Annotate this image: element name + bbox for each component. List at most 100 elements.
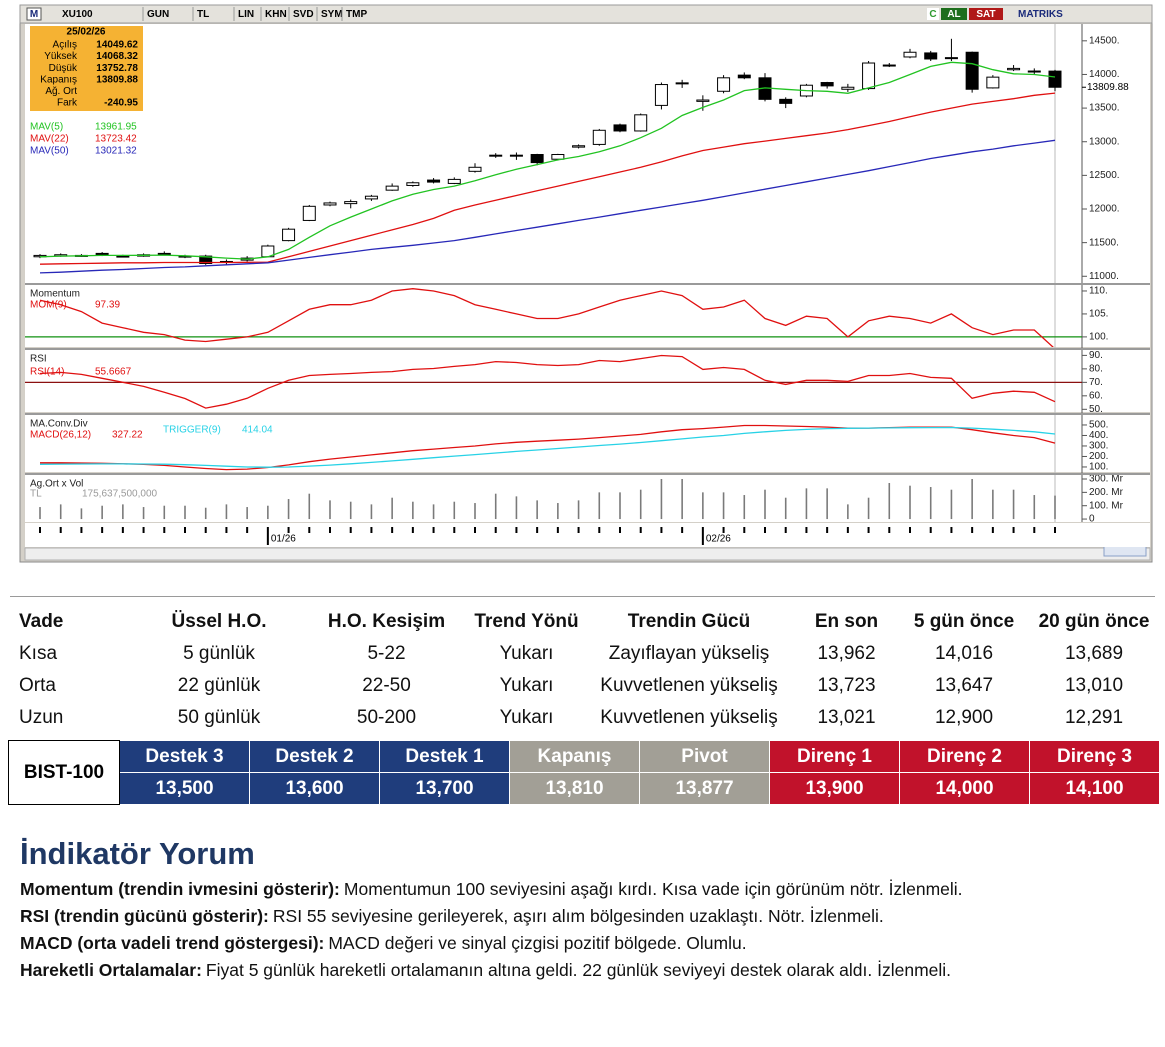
table-row: Uzun 50 günlük 50-200 Yukarı Kuvvetlenen yük…	[15, 702, 1159, 734]
toolbar-button[interactable]: TMP	[346, 9, 367, 20]
y-tick-label: 200. Mr	[1089, 487, 1124, 498]
candle-body	[613, 124, 627, 132]
y-tick-label: 11000.	[1089, 271, 1119, 282]
y-tick-label: 60.	[1089, 390, 1103, 401]
toolbar-button[interactable]: KHN	[265, 9, 287, 20]
candle-body	[717, 77, 731, 92]
panel	[25, 285, 1150, 347]
commentary-title: İndikatör Yorum	[20, 836, 255, 871]
comment-label: MACD (orta vadeli trend göstergesi):	[20, 933, 325, 953]
panel-title: Ag.Ort x Vol	[30, 479, 83, 490]
table-cell: 13,689	[1064, 643, 1124, 664]
comment-text: RSI 55 seviyesine gerileyerek, aşırı alı…	[272, 906, 884, 926]
legend-name: TRIGGER(9)	[163, 425, 221, 436]
legend-name: RSI(14)	[30, 367, 64, 378]
toolbar-button[interactable]: TL	[197, 9, 209, 20]
candle-body	[592, 129, 606, 145]
logo-box	[26, 7, 42, 21]
toolbar-button[interactable]: C	[929, 9, 936, 20]
series-line	[39, 92, 1056, 265]
panel-title: MA.Conv.Div	[30, 419, 88, 430]
table-cell: 13,962	[817, 643, 876, 664]
candle-body	[447, 178, 461, 184]
toolbar-button[interactable]: LIN	[238, 9, 254, 20]
panel	[25, 350, 1150, 412]
toolbar-button-bg	[927, 8, 939, 20]
header-cell: Vade	[19, 611, 64, 632]
table-cell: 14,016	[934, 643, 994, 664]
legend-value: 327.22	[112, 430, 143, 441]
info-value: 14068.32	[96, 51, 138, 62]
pivot-value: 13,500	[119, 772, 250, 805]
header-cell: 5 gün önce	[913, 611, 1015, 632]
table-cell: 12,291	[1064, 707, 1124, 728]
table-cell: 22 günlük	[177, 675, 261, 696]
candle-body	[862, 62, 876, 90]
y-tick-label: 100.	[1089, 462, 1108, 473]
series-line	[39, 61, 1056, 260]
legend-value: 13961.95	[95, 122, 137, 133]
y-tick-label: 13000.	[1089, 136, 1120, 147]
candle-body	[737, 74, 751, 79]
candle-body	[282, 228, 296, 242]
scrollbar[interactable]	[24, 547, 1151, 561]
comment: MACD (orta vadeli trend göstergesi): MACD…	[20, 930, 1118, 957]
y-tick-label: 13500.	[1089, 103, 1120, 114]
y-tick-label: 11500.	[1089, 237, 1119, 248]
candle-body	[924, 52, 938, 60]
header-cell: H.O. Kesişim	[327, 611, 446, 632]
pivot-header: Direnç 2	[899, 740, 1030, 773]
toolbar-button[interactable]: SYM	[321, 9, 343, 20]
comment-text: Momentumun 100 seviyesini aşağı kırdı. K…	[343, 879, 963, 899]
candle-body	[1007, 67, 1021, 71]
candle-body	[323, 202, 337, 206]
y-tick-label: 14500.	[1089, 35, 1120, 46]
pivot-value: 13,810	[509, 772, 640, 805]
panel-title: Momentum	[30, 289, 80, 300]
toolbar-button-bg	[941, 8, 967, 20]
toolbar-button[interactable]: GUN	[147, 9, 169, 20]
pivot-table: BIST-100 Destek 3 Destek 2 Destek 1 Kapanış P…	[8, 740, 1160, 805]
table-row: Kısa 5 günlük 5-22 Yukarı Zayıflayan yükseli…	[15, 638, 1159, 670]
y-tick-label: 105.	[1089, 309, 1108, 320]
y-tick-label: 0	[1089, 514, 1095, 525]
candle-body	[654, 84, 668, 106]
pivot-header: Direnç 3	[1029, 740, 1160, 773]
table-cell: Orta	[19, 675, 56, 696]
legend-value: 97.39	[95, 300, 120, 311]
series-line	[39, 354, 1056, 409]
table-cell: 13,021	[817, 707, 876, 728]
panel	[25, 475, 1150, 522]
toolbar-button[interactable]: SVD	[293, 9, 314, 20]
symbol[interactable]: XU100	[62, 9, 93, 20]
comment-text: MACD değeri ve sinyal çizgisi pozitif bö…	[328, 933, 747, 953]
toolbar-button[interactable]: SAT	[976, 9, 995, 20]
table-cell: 50 günlük	[177, 707, 261, 728]
comment-label: RSI (trendin gücünü gösterir):	[20, 906, 269, 926]
logo: M	[30, 9, 38, 20]
table-row: Orta 22 günlük 22-50 Yukarı Kuvvetlenen yüks…	[15, 670, 1159, 702]
y-tick-label: 300.	[1089, 441, 1108, 452]
separator	[10, 596, 1155, 597]
candle-body	[820, 82, 834, 87]
legend-name: MAV(50)	[30, 146, 69, 157]
legend-name: MAV(5)	[30, 122, 63, 133]
info-label: Fark	[57, 98, 78, 109]
table-cell: 12,900	[934, 707, 994, 728]
commentary: Momentum (trendin ivmesini gösterir): Mom…	[20, 876, 1118, 984]
info-label: Ağ. Ort	[45, 86, 77, 97]
y-tick-label: 12500.	[1089, 170, 1120, 181]
comment-label: Momentum (trendin ivmesini gösterir):	[20, 879, 340, 899]
candle-body	[302, 205, 316, 221]
pivot-value: 13,877	[639, 772, 770, 805]
table-cell: Yukarı	[499, 675, 554, 696]
table-cell: Kuvvetlenen yükseliş	[600, 675, 778, 696]
info-date: 25/02/26	[67, 27, 106, 38]
toolbar-button[interactable]: AL	[947, 9, 960, 20]
legend-name: MOM(9)	[30, 300, 67, 311]
candle-body	[986, 76, 1000, 89]
y-tick-label: 80.	[1089, 364, 1103, 375]
info-label: Düşük	[49, 63, 78, 74]
candle-body	[385, 185, 399, 191]
